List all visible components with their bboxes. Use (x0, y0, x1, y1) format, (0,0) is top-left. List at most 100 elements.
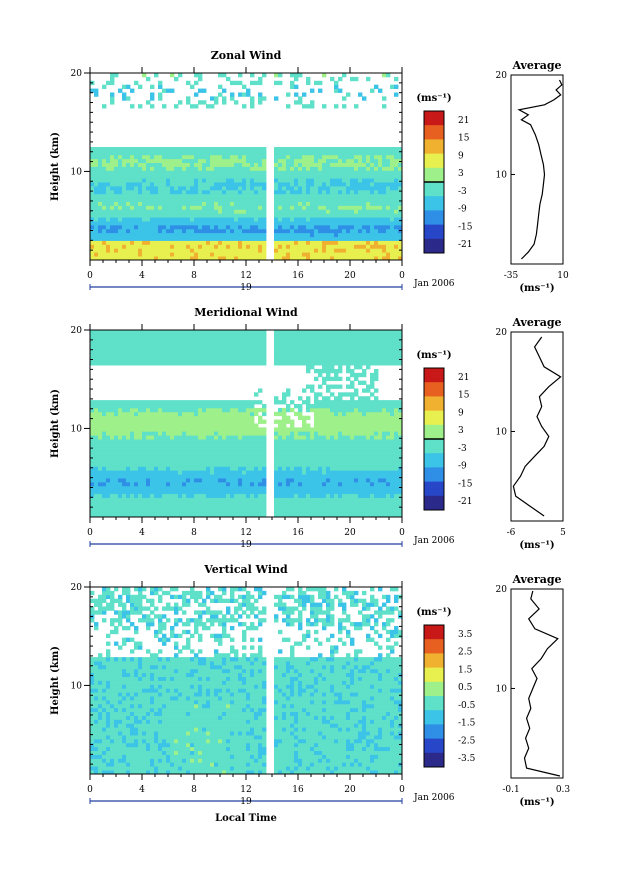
heatmap-cell (298, 240, 303, 245)
heatmap-cell (210, 407, 215, 413)
heatmap-cell (214, 357, 219, 362)
heatmap-cell (366, 228, 371, 234)
heatmap-cell (318, 431, 323, 436)
heatmap-cell (306, 485, 311, 491)
heatmap-cell (154, 147, 159, 152)
heatmap-cell (134, 224, 139, 230)
heatmap-cell (190, 501, 195, 506)
heatmap-cell (294, 446, 299, 452)
heatmap-cell (98, 442, 103, 448)
heatmap-cell (262, 252, 267, 257)
heatmap-cell (146, 493, 151, 498)
heatmap-cell (334, 224, 339, 230)
heatmap-cell (322, 240, 327, 245)
heatmap-cell (242, 353, 247, 358)
heatmap-cell (310, 244, 315, 249)
heatmap-cell (174, 361, 179, 366)
heatmap-cell (174, 345, 179, 350)
heatmap-cell (214, 209, 219, 214)
heatmap-cell (226, 501, 231, 506)
y-tick-label: 10 (71, 167, 83, 177)
heatmap-cell (298, 462, 303, 467)
heatmap-cell (318, 392, 323, 397)
heatmap-cell (138, 197, 143, 202)
heatmap-cell (162, 224, 167, 230)
heatmap-cell (110, 474, 115, 479)
heatmap-cell (174, 205, 179, 210)
heatmap-cell (294, 166, 299, 171)
heatmap-cell (326, 333, 331, 339)
heatmap-cell (334, 368, 339, 374)
heatmap-cell (286, 170, 291, 175)
heatmap-cell (190, 341, 195, 346)
heatmap-cell (114, 423, 119, 428)
heatmap-cell (330, 466, 335, 471)
heatmap-cell (102, 481, 107, 487)
heatmap-cell (394, 201, 399, 206)
heatmap-cell (286, 509, 291, 514)
heatmap-cell (102, 330, 107, 335)
heatmap-cell (114, 450, 119, 456)
heatmap-cell (222, 400, 227, 405)
heatmap-cell (114, 193, 119, 199)
heatmap-cell (110, 407, 115, 413)
heatmap-cell (286, 392, 291, 397)
heatmap-cell (118, 330, 123, 335)
heatmap-cell (350, 501, 355, 506)
heatmap-cell (170, 431, 175, 436)
heatmap-cell (346, 431, 351, 436)
heatmap-cell (122, 162, 127, 167)
heatmap-cell (262, 407, 267, 413)
heatmap-cell (330, 333, 335, 339)
heatmap-cell (146, 349, 151, 354)
heatmap-cell (98, 170, 103, 175)
heatmap-cell (330, 489, 335, 495)
heatmap-cell (138, 166, 143, 171)
heatmap-cell (198, 509, 203, 514)
heatmap-cell (286, 470, 291, 475)
heatmap-cell (242, 493, 247, 498)
heatmap-cell (182, 345, 187, 350)
heatmap-cell (130, 454, 135, 459)
heatmap-cell (134, 189, 139, 195)
heatmap-cell (210, 435, 215, 440)
heatmap-cell (142, 419, 147, 424)
heatmap-cell (350, 185, 355, 191)
heatmap-cell (274, 349, 279, 354)
heatmap-cell (342, 407, 347, 413)
heatmap-cell (350, 205, 355, 210)
heatmap-cell (218, 236, 223, 241)
heatmap-cell (318, 197, 323, 202)
heatmap-cell (346, 162, 351, 167)
heatmap-cell (390, 256, 395, 261)
heatmap-cell (338, 400, 343, 405)
heatmap-cell (262, 217, 267, 222)
heatmap-cell (210, 209, 215, 214)
heatmap-cell (206, 419, 211, 424)
heatmap-cell (222, 489, 227, 495)
heatmap-cell (218, 349, 223, 354)
heatmap-cell (218, 189, 223, 195)
heatmap-cell (158, 489, 163, 495)
heatmap-cell (334, 178, 339, 183)
heatmap-cell (294, 353, 299, 358)
heatmap-cell (158, 427, 163, 432)
heatmap-cell (182, 349, 187, 354)
heatmap-cell (170, 478, 175, 483)
heatmap-cell (214, 100, 219, 105)
heatmap-cell (378, 236, 383, 241)
heatmap-cell (162, 361, 167, 366)
heatmap-cell (126, 357, 131, 362)
heatmap-cell (174, 224, 179, 230)
heatmap-cell (126, 423, 131, 428)
heatmap-cell (362, 178, 367, 183)
heatmap-cell (170, 73, 175, 78)
heatmap-cell (382, 158, 387, 164)
heatmap-cell (234, 427, 239, 432)
heatmap-cell (102, 178, 107, 183)
heatmap-cell (282, 193, 287, 199)
heatmap-cell (258, 407, 263, 413)
heatmap-cell (166, 349, 171, 354)
heatmap-cell (198, 513, 203, 518)
heatmap-cell (314, 197, 319, 202)
